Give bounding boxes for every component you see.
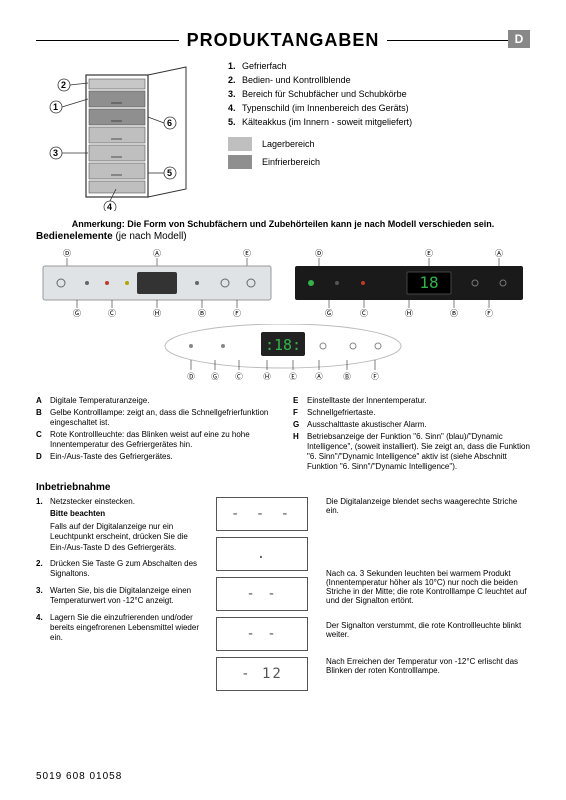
part-item: 5.Kälteakkus (im Innern - soweit mitgeli… [228,117,530,127]
controls-left: ADigitale Temperaturanzeige. BGelbe Kont… [36,396,273,474]
control-panel-c: :18: Ⓓ Ⓖ Ⓒ Ⓗ [163,324,403,388]
svg-text:Ⓕ: Ⓕ [485,309,493,318]
zone-freeze: Einfrierbereich [228,155,530,169]
svg-text:Ⓑ: Ⓑ [343,372,351,381]
svg-text:Ⓒ: Ⓒ [235,372,243,381]
svg-text:Ⓒ: Ⓒ [108,309,116,318]
page-title: PRODUKTANGABEN [179,30,388,51]
svg-text:Ⓗ: Ⓗ [405,309,413,318]
parts-legend: 1.Gefrierfach 2.Bedien- und Kontrollblen… [228,61,530,211]
display-box: - - [216,617,308,651]
svg-text:3: 3 [53,148,58,158]
svg-text:Ⓑ: Ⓑ [198,309,206,318]
svg-text:18: 18 [419,273,438,292]
controls-right: EEinstelltaste der Innentemperatur. FSch… [293,396,530,474]
control-panel-a: Ⓓ Ⓐ Ⓔ [36,248,278,318]
title-row: PRODUKTANGABEN D [36,30,530,51]
document-number: 5019 608 01058 [36,771,122,782]
startup-heading: Inbetriebnahme [36,482,530,493]
svg-text:Ⓗ: Ⓗ [153,309,161,318]
svg-text::18:: :18: [265,336,301,354]
part-item: 3.Bereich für Schubfächer und Schubkörbe [228,89,530,99]
svg-text:5: 5 [167,168,172,178]
svg-text:Ⓓ: Ⓓ [187,372,195,381]
document-page: PRODUKTANGABEN D [0,0,566,800]
svg-text:Ⓐ: Ⓐ [495,249,503,258]
svg-text:Ⓕ: Ⓕ [371,372,379,381]
svg-text:Ⓖ: Ⓖ [211,372,219,381]
svg-text:2: 2 [61,80,66,90]
top-section: 1 2 3 4 5 6 1.Gefrierfach 2.Bedien- und … [36,61,530,211]
parts-list: 1.Gefrierfach 2.Bedien- und Kontrollblen… [228,61,530,127]
svg-text:4: 4 [107,202,112,211]
swatch-freeze [228,155,252,169]
panels-row: Ⓓ Ⓐ Ⓔ [36,248,530,318]
swatch-storage [228,137,252,151]
appliance-diagram: 1 2 3 4 5 6 [36,61,216,211]
svg-text:Ⓐ: Ⓐ [315,372,323,381]
svg-text:Ⓒ: Ⓒ [360,309,368,318]
svg-text:Ⓑ: Ⓑ [450,309,458,318]
controls-heading: Bedienelemente (je nach Modell) [36,231,530,242]
part-item: 1.Gefrierfach [228,61,530,71]
svg-text:Ⓖ: Ⓖ [325,309,333,318]
startup-steps: 1. Netzstecker einstecken. Bitte beachte… [36,497,206,697]
svg-text:Ⓔ: Ⓔ [425,249,433,258]
svg-text:Ⓖ: Ⓖ [73,309,81,318]
display-box: - - - [216,497,308,531]
part-item: 2.Bedien- und Kontrollblende [228,75,530,85]
svg-text:Ⓓ: Ⓓ [315,249,323,258]
startup-section: 1. Netzstecker einstecken. Bitte beachte… [36,497,530,697]
rule-left [36,40,179,41]
svg-text:Ⓔ: Ⓔ [289,372,297,381]
startup-descriptions: Die Digitalanzeige blendet sechs waagere… [326,497,530,697]
part-item: 4.Typenschild (im Innenbereich des Gerät… [228,103,530,113]
svg-text:6: 6 [167,118,172,128]
display-box: . [216,537,308,571]
svg-text:Ⓐ: Ⓐ [153,249,161,258]
control-panel-b: Ⓓ Ⓔ Ⓐ 18 [288,248,530,318]
display-box: - 12 [216,657,308,691]
panel-label: Ⓓ [63,249,71,258]
svg-text:Ⓔ: Ⓔ [243,249,251,258]
zone-storage: Lagerbereich [228,137,530,151]
svg-text:1: 1 [53,102,58,112]
svg-text:Ⓕ: Ⓕ [233,309,241,318]
svg-text:Ⓗ: Ⓗ [263,372,271,381]
controls-legend: ADigitale Temperaturanzeige. BGelbe Kont… [36,396,530,474]
startup-displays: - - - . - - - - - 12 [216,497,316,697]
model-note: Anmerkung: Die Form von Schubfächern und… [36,219,530,229]
display-box: - - [216,577,308,611]
language-badge: D [508,30,530,48]
